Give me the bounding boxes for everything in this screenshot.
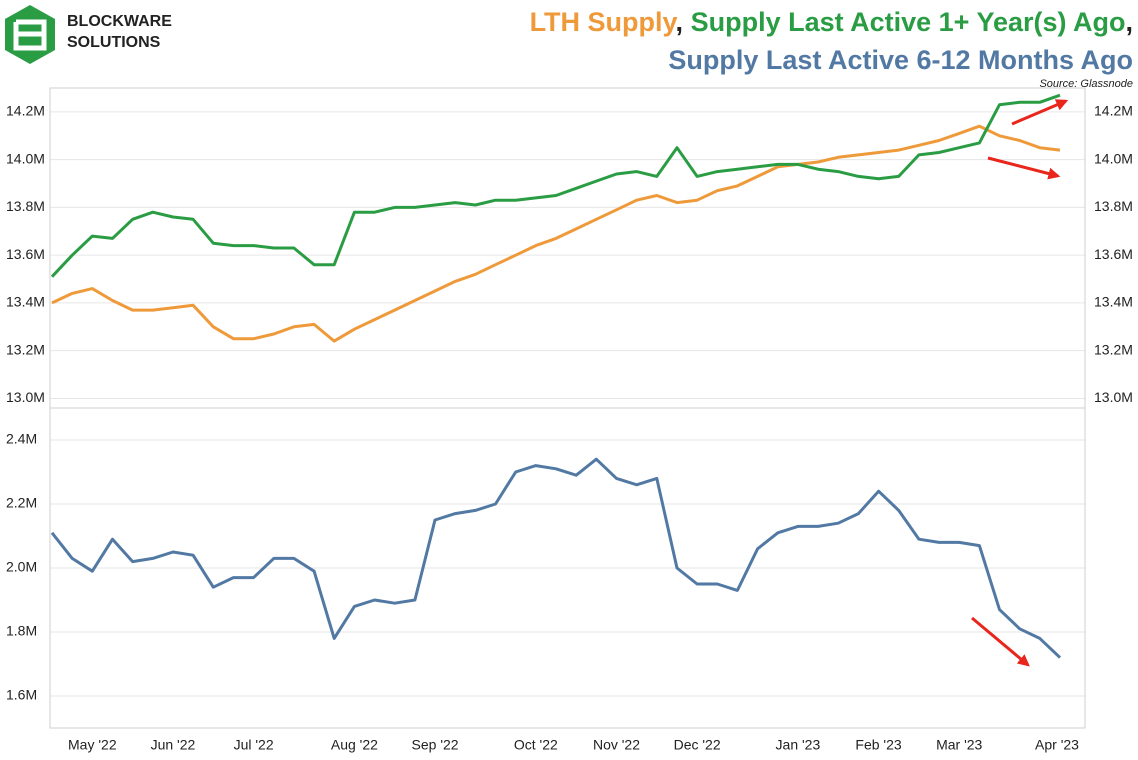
y-tick-label: 13.8M	[6, 198, 45, 214]
y-tick-label: 2.2M	[6, 495, 37, 511]
chart-title: LTH Supply, Supply Last Active 1+ Year(s…	[530, 7, 1133, 37]
annotations	[971, 99, 1069, 667]
y-tick-label: 14.2M	[6, 103, 45, 119]
x-tick-label: Aug '22	[331, 737, 378, 753]
x-tick-label: May '22	[68, 737, 117, 753]
x-tick-label: Mar '23	[936, 737, 982, 753]
source: Source: Glassnode	[1039, 78, 1133, 90]
y-tick-label: 13.2M	[6, 341, 45, 357]
logo-text: BLOCKWARE	[67, 13, 172, 30]
logo-mark	[13, 19, 47, 51]
panel-frame	[49, 87, 1086, 409]
x-tick-label: Nov '22	[593, 737, 640, 753]
x-tick-label: Oct '22	[514, 737, 558, 753]
logo-text: SOLUTIONS	[67, 34, 161, 51]
x-tick-label: Jul '22	[234, 737, 274, 753]
series-line	[50, 457, 1062, 659]
y-tick-label: 13.6M	[6, 246, 45, 262]
y-tick-label-right: 13.8M	[1094, 198, 1133, 214]
x-tick-label: Jun '22	[151, 737, 196, 753]
title-part: Supply Last Active 1+ Year(s) Ago	[691, 7, 1126, 37]
y-tick-label: 1.6M	[6, 687, 37, 703]
x-tick-label: Feb '23	[855, 737, 901, 753]
y-tick-label-right: 13.4M	[1094, 294, 1133, 310]
panel-frame	[49, 407, 1086, 729]
series-line	[51, 124, 1061, 343]
title-punctuation: ,	[1125, 7, 1133, 37]
x-tick-label: Dec '22	[674, 737, 721, 753]
y-tick-label-right: 13.6M	[1094, 246, 1133, 262]
y-tick-label: 1.8M	[6, 623, 37, 639]
arrow	[971, 616, 1030, 667]
title-punctuation: ,	[676, 7, 684, 37]
series-line	[50, 93, 1061, 278]
y-tick-label-right: 14.0M	[1094, 150, 1133, 166]
y-tick-label-right: 14.2M	[1094, 103, 1133, 119]
title-part: LTH Supply	[530, 7, 678, 37]
y-tick-label: 14.0M	[6, 150, 45, 166]
y-tick-label: 13.0M	[6, 389, 45, 405]
x-tick-label: Apr '23	[1035, 737, 1079, 753]
y-tick-label: 2.4M	[6, 431, 37, 447]
y-tick-label-right: 13.2M	[1094, 341, 1133, 357]
logo: BLOCKWARE SOLUTIONS	[5, 5, 172, 64]
chart-title: Supply Last Active 6-12 Months Ago	[668, 45, 1133, 75]
y-tick-label: 13.4M	[6, 294, 45, 310]
x-tick-label: Jan '23	[776, 737, 821, 753]
arrow	[1011, 99, 1069, 126]
title-part: Supply Last Active 6-12 Months Ago	[668, 45, 1133, 75]
y-tick-label-right: 13.0M	[1094, 389, 1133, 405]
arrow	[987, 156, 1061, 180]
x-tick-label: Sep '22	[412, 737, 459, 753]
y-tick-label: 2.0M	[6, 559, 37, 575]
